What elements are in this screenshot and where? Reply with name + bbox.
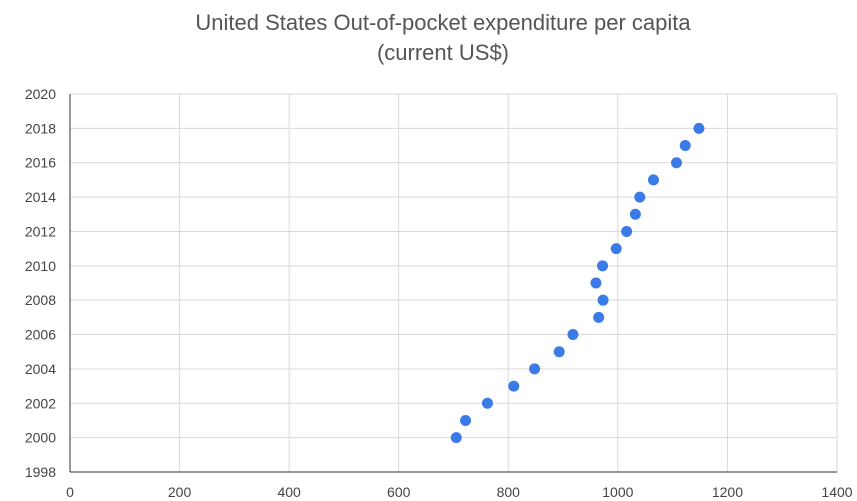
data-point	[460, 414, 472, 426]
y-tick-label: 2018	[25, 120, 56, 136]
y-tick-label: 2020	[25, 86, 56, 102]
data-point	[593, 311, 605, 323]
data-point	[450, 432, 462, 444]
chart-title: United States Out-of-pocket expenditure …	[195, 10, 691, 35]
y-tick-label: 2002	[25, 395, 56, 411]
data-point	[529, 363, 541, 375]
data-point	[647, 174, 659, 186]
x-tick-label: 1400	[821, 484, 852, 500]
axes	[69, 94, 837, 473]
data-point	[481, 397, 493, 409]
data-point	[590, 277, 602, 289]
x-tick-label: 600	[387, 484, 411, 500]
data-point	[597, 294, 609, 306]
grid-lines	[70, 93, 838, 472]
data-point	[670, 157, 682, 169]
x-tick-label: 0	[66, 484, 74, 500]
y-tick-label: 2016	[25, 155, 56, 171]
data-point	[679, 140, 691, 152]
data-point	[597, 260, 609, 272]
x-tick-label: 400	[277, 484, 301, 500]
data-point	[553, 346, 565, 358]
y-tick-label: 2012	[25, 223, 56, 239]
y-tick-label: 2000	[25, 430, 56, 446]
data-point	[621, 225, 633, 237]
data-point	[629, 208, 641, 220]
x-tick-label: 200	[168, 484, 192, 500]
y-tick-label: 2008	[25, 292, 56, 308]
x-tick-label: 1200	[712, 484, 743, 500]
y-tick-label: 2010	[25, 258, 56, 274]
chart-subtitle: (current US$)	[377, 40, 509, 65]
data-point	[508, 380, 520, 392]
y-tick-label: 2006	[25, 327, 56, 343]
data-point	[567, 329, 579, 341]
data-point	[610, 243, 622, 255]
tick-labels: 0 200 400 600 800 1000 1200 1400 1998 2000 2002 200…	[25, 86, 853, 500]
data-points	[450, 122, 705, 444]
x-tick-label: 800	[497, 484, 521, 500]
data-point	[693, 122, 705, 134]
x-tick-label: 1000	[602, 484, 633, 500]
data-point	[634, 191, 646, 203]
y-tick-label: 2004	[25, 361, 56, 377]
y-tick-label: 1998	[25, 464, 56, 480]
y-tick-label: 2014	[25, 189, 56, 205]
